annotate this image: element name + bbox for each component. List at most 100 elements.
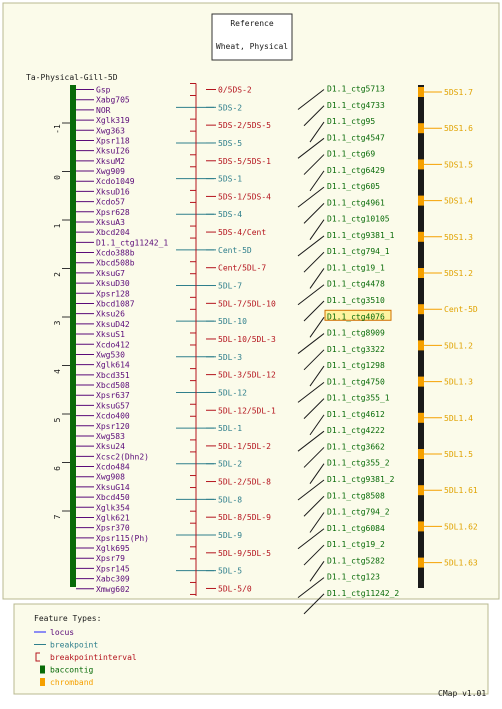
- bin-label[interactable]: 5DL-3: [218, 353, 242, 362]
- locus-label[interactable]: Xcdo412: [96, 340, 130, 349]
- bin-label[interactable]: 5DL-2/5DL-8: [218, 478, 271, 487]
- contig-label[interactable]: D1.1_ctg5713: [327, 85, 385, 94]
- bin-label[interactable]: 5DS-1/5DS-4: [218, 192, 271, 201]
- locus-label[interactable]: Xpsr637: [96, 391, 130, 400]
- locus-label[interactable]: Xwg908: [96, 473, 125, 482]
- locus-label[interactable]: XksuA3: [96, 218, 125, 227]
- bin-label[interactable]: 5DL-9/5DL-5: [218, 549, 271, 558]
- locus-label[interactable]: Xbcd450: [96, 493, 130, 502]
- bin-label[interactable]: 5DS-5: [218, 139, 242, 148]
- locus-label[interactable]: Xbcd204: [96, 228, 130, 237]
- chromband-label[interactable]: 5DS1.2: [444, 269, 473, 278]
- contig-label[interactable]: D1.1_ctg4478: [327, 280, 385, 289]
- contig-label[interactable]: D1.1_ctg794_2: [327, 508, 390, 517]
- bin-label[interactable]: 5DL-12/5DL-1: [218, 406, 276, 415]
- contig-label[interactable]: D1.1_ctg794_1: [327, 247, 390, 256]
- locus-label[interactable]: Xpsr115(Ph): [96, 534, 149, 543]
- locus-label[interactable]: Xwg583: [96, 432, 125, 441]
- chromband-label[interactable]: 5DL1.63: [444, 559, 478, 568]
- locus-label[interactable]: Xbcd1087: [96, 299, 135, 308]
- chromband-label[interactable]: 5DS1.3: [444, 233, 473, 242]
- locus-label[interactable]: Xpsr79: [96, 554, 125, 563]
- locus-label[interactable]: Xbcd351: [96, 371, 130, 380]
- locus-label[interactable]: Xglk695: [96, 544, 130, 553]
- chromband-label[interactable]: 5DS1.7: [444, 88, 473, 97]
- locus-label[interactable]: XksuD30: [96, 279, 130, 288]
- locus-label[interactable]: Xcdo388b: [96, 249, 135, 258]
- contig-label[interactable]: D1.1_ctg8909: [327, 329, 385, 338]
- bin-label[interactable]: 5DL-2: [218, 460, 242, 469]
- locus-label[interactable]: Xabg705: [96, 96, 130, 105]
- bin-label[interactable]: 5DL-5/0: [218, 584, 252, 593]
- locus-label[interactable]: Xpsr120: [96, 422, 130, 431]
- contig-label[interactable]: D1.1_ctg355_2: [327, 459, 390, 468]
- bin-label[interactable]: 5DL-5: [218, 567, 242, 576]
- contig-label[interactable]: D1.1_ctg1298: [327, 361, 385, 370]
- contig-label[interactable]: D1.1_ctg4961: [327, 198, 385, 207]
- bin-label[interactable]: 5DL-9: [218, 531, 242, 540]
- locus-label[interactable]: XksuD42: [96, 320, 130, 329]
- locus-label[interactable]: XksuM2: [96, 157, 125, 166]
- bin-label[interactable]: 5DL-10: [218, 317, 247, 326]
- chromband-label[interactable]: 5DS1.6: [444, 124, 473, 133]
- bin-label[interactable]: 5DL-1/5DL-2: [218, 442, 271, 451]
- map-title[interactable]: Ta-Physical-Gill-5D: [26, 73, 118, 82]
- locus-label[interactable]: Xglk614: [96, 361, 130, 370]
- locus-label[interactable]: Xcsc2(Dhn2): [96, 452, 149, 461]
- locus-label[interactable]: XksuI26: [96, 147, 130, 156]
- chromband-label[interactable]: 5DL1.2: [444, 341, 473, 350]
- contig-label[interactable]: D1.1_ctg69: [327, 150, 375, 159]
- contig-label[interactable]: D1.1_ctg123: [327, 573, 380, 582]
- chromband-label[interactable]: 5DL1.4: [444, 414, 473, 423]
- locus-label[interactable]: Xpsr370: [96, 524, 130, 533]
- locus-label[interactable]: XksuG14: [96, 483, 130, 492]
- chromband-label[interactable]: Cent-5D: [444, 305, 478, 314]
- locus-label[interactable]: XksuG7: [96, 269, 125, 278]
- contig-label[interactable]: D1.1_ctg19_2: [327, 540, 385, 549]
- locus-label[interactable]: Xksu26: [96, 310, 125, 319]
- contig-label[interactable]: D1.1_ctg11242_2: [327, 589, 399, 598]
- bin-label[interactable]: 5DL-7/5DL-10: [218, 299, 276, 308]
- locus-label[interactable]: Xpsr128: [96, 289, 130, 298]
- locus-label[interactable]: Xglk621: [96, 513, 130, 522]
- bin-label[interactable]: 5DL-3/5DL-12: [218, 371, 276, 380]
- locus-label[interactable]: Xcdo57: [96, 198, 125, 207]
- bin-label[interactable]: 5DS-4/Cent: [218, 228, 266, 237]
- bin-label[interactable]: 5DL-1: [218, 424, 242, 433]
- locus-label[interactable]: Xpsr628: [96, 208, 130, 217]
- locus-label[interactable]: Xwg909: [96, 167, 125, 176]
- chromband-label[interactable]: 5DL1.61: [444, 486, 478, 495]
- bin-label[interactable]: 5DS-5/5DS-1: [218, 157, 271, 166]
- contig-label[interactable]: D1.1_ctg3322: [327, 345, 385, 354]
- locus-label[interactable]: XksuD16: [96, 187, 130, 196]
- bin-label[interactable]: 5DL-10/5DL-3: [218, 335, 276, 344]
- locus-label[interactable]: Xwg363: [96, 126, 125, 135]
- locus-label[interactable]: Xcdo1049: [96, 177, 135, 186]
- bin-label[interactable]: 0/5DS-2: [218, 86, 252, 95]
- locus-label[interactable]: Xbcd508: [96, 381, 130, 390]
- locus-label[interactable]: Gsp: [96, 86, 111, 95]
- chromband-label[interactable]: 5DL1.3: [444, 378, 473, 387]
- contig-label[interactable]: D1.1_ctg4612: [327, 410, 385, 419]
- bin-label[interactable]: Cent/5DL-7: [218, 264, 266, 273]
- locus-label[interactable]: Xcdo400: [96, 412, 130, 421]
- locus-label[interactable]: Xbcd508b: [96, 259, 135, 268]
- contig-label[interactable]: D1.1_ctg4222: [327, 426, 385, 435]
- contig-label[interactable]: D1.1_ctg3510: [327, 296, 385, 305]
- bin-label[interactable]: 5DL-12: [218, 388, 247, 397]
- locus-label[interactable]: Xpsr118: [96, 136, 130, 145]
- contig-label[interactable]: D1.1_ctg10105: [327, 215, 390, 224]
- locus-label[interactable]: D1.1_ctg11242_1: [96, 238, 168, 247]
- contig-label[interactable]: D1.1_ctg4750: [327, 377, 385, 386]
- bin-label[interactable]: 5DL-7: [218, 282, 242, 291]
- contig-label[interactable]: D1.1_ctg605: [327, 182, 380, 191]
- bin-label[interactable]: 5DS-1: [218, 175, 242, 184]
- locus-label[interactable]: Xpsr145: [96, 564, 130, 573]
- chromband-bar[interactable]: [418, 85, 424, 588]
- contig-label[interactable]: D1.1_ctg355_1: [327, 394, 390, 403]
- locus-label[interactable]: Xmwg602: [96, 585, 130, 594]
- bin-label[interactable]: 5DS-4: [218, 210, 242, 219]
- contig-label[interactable]: D1.1_ctg8508: [327, 491, 385, 500]
- chromosome-bar[interactable]: [70, 85, 76, 587]
- chromband-label[interactable]: 5DS1.5: [444, 160, 473, 169]
